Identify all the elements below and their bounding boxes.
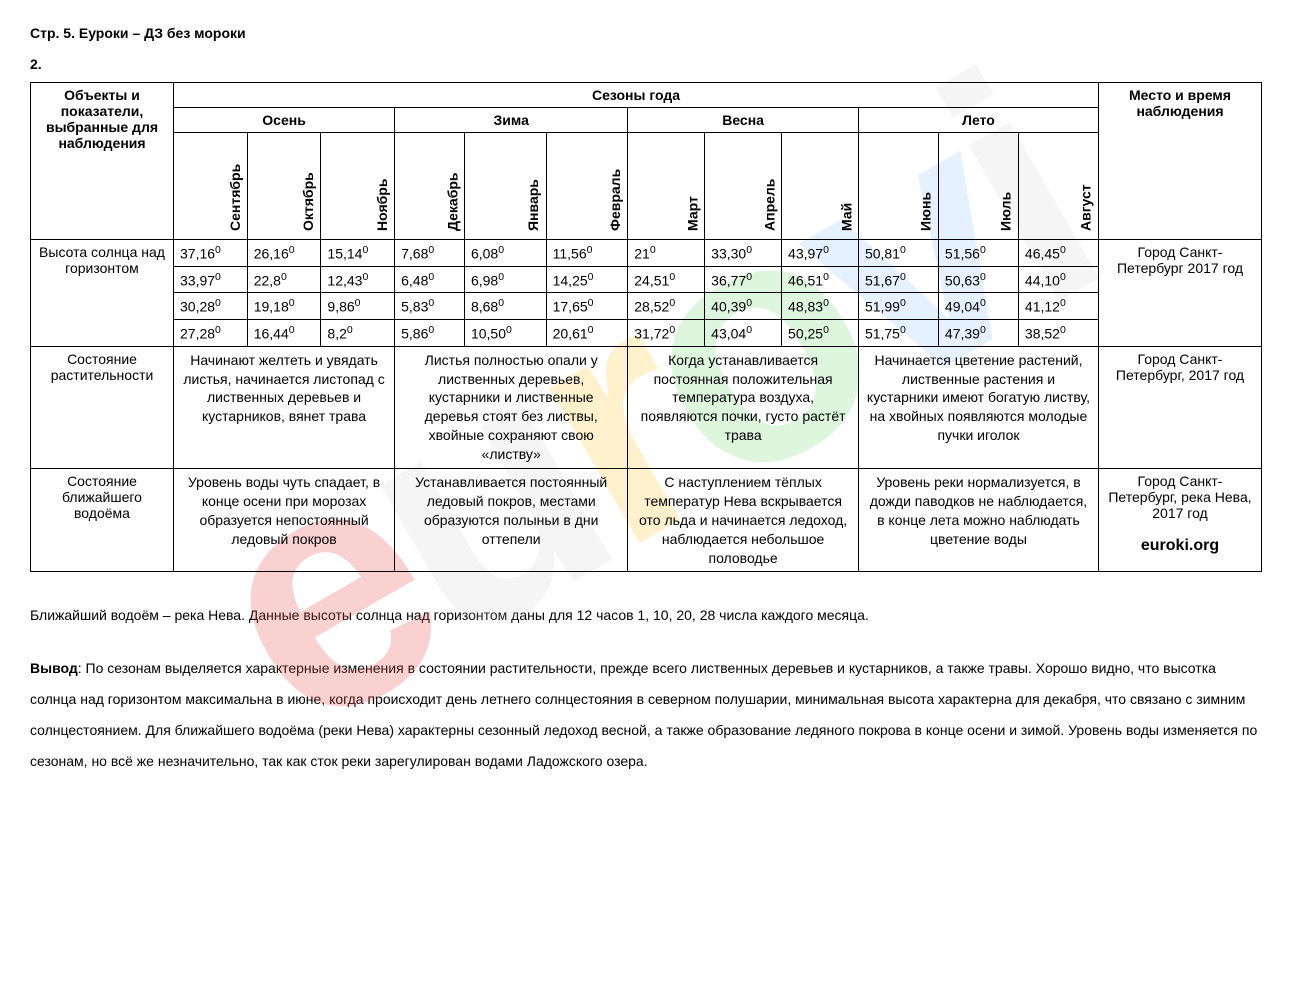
month-header: Январь: [464, 133, 546, 240]
month-header: Июнь: [858, 133, 938, 240]
sun-val: 15,140: [321, 240, 395, 267]
sun-val: 6,480: [395, 266, 465, 293]
sun-val: 50,250: [782, 319, 859, 346]
month-header: Май: [782, 133, 859, 240]
sun-val: 26,160: [247, 240, 321, 267]
sun-val: 43,040: [705, 319, 782, 346]
sun-val: 8,680: [464, 293, 546, 320]
veg-spring: Когда устанавливается постоянная положит…: [628, 346, 859, 468]
water-winter: Устанавливается постоянный ледовый покро…: [395, 468, 628, 571]
month-header: Август: [1018, 133, 1098, 240]
month-header: Апрель: [705, 133, 782, 240]
sun-val: 46,510: [782, 266, 859, 293]
sun-val: 5,860: [395, 319, 465, 346]
sun-val: 43,970: [782, 240, 859, 267]
sun-val: 7,680: [395, 240, 465, 267]
season-autumn: Осень: [174, 108, 395, 133]
sun-val: 50,810: [858, 240, 938, 267]
sun-val: 210: [628, 240, 705, 267]
water-autumn: Уровень воды чуть спадает, в конце осени…: [174, 468, 395, 571]
sun-val: 10,500: [464, 319, 546, 346]
sun-val: 6,080: [464, 240, 546, 267]
sun-val: 47,390: [938, 319, 1018, 346]
question-number: 2.: [30, 56, 1262, 72]
sun-val: 37,160: [174, 240, 248, 267]
water-spring: С наступлением тёплых температур Нева вс…: [628, 468, 859, 571]
season-spring: Весна: [628, 108, 859, 133]
sun-val: 22,80: [247, 266, 321, 293]
row-sun-label: Высота солнца над горизонтом: [31, 240, 174, 347]
veg-autumn: Начинают желтеть и увядать листья, начин…: [174, 346, 395, 468]
month-header: Март: [628, 133, 705, 240]
month-header: Июль: [938, 133, 1018, 240]
month-header: Ноябрь: [321, 133, 395, 240]
sun-val: 19,180: [247, 293, 321, 320]
sun-val: 28,520: [628, 293, 705, 320]
sun-val: 36,770: [705, 266, 782, 293]
month-header: Февраль: [546, 133, 628, 240]
veg-summer: Начинается цветение растений, лиственные…: [858, 346, 1098, 468]
sun-val: 30,280: [174, 293, 248, 320]
sun-val: 8,20: [321, 319, 395, 346]
sun-val: 46,450: [1018, 240, 1098, 267]
sun-val: 33,300: [705, 240, 782, 267]
row-veg-label: Состояние растительности: [31, 346, 174, 468]
sun-val: 41,120: [1018, 293, 1098, 320]
sun-val: 33,970: [174, 266, 248, 293]
water-summer: Уровень реки нормализуется, в дожди паво…: [858, 468, 1098, 571]
month-header: Сентябрь: [174, 133, 248, 240]
sun-val: 24,510: [628, 266, 705, 293]
sun-val: 48,830: [782, 293, 859, 320]
col-objects: Объекты и показатели, выбранные для набл…: [31, 83, 174, 240]
sun-val: 44,100: [1018, 266, 1098, 293]
col-place: Место и время наблюдения: [1099, 83, 1262, 240]
sun-val: 14,250: [546, 266, 628, 293]
conclusion: Вывод: По сезонам выделяется характерные…: [30, 653, 1262, 776]
sun-val: 38,520: [1018, 319, 1098, 346]
sun-val: 11,560: [546, 240, 628, 267]
veg-place: Город Санкт-Петербург, 2017 год: [1099, 346, 1262, 468]
observation-table: Объекты и показатели, выбранные для набл…: [30, 82, 1262, 572]
month-header: Декабрь: [395, 133, 465, 240]
sun-val: 27,280: [174, 319, 248, 346]
sun-val: 51,560: [938, 240, 1018, 267]
brand-link: euroki.org: [1141, 537, 1219, 554]
season-winter: Зима: [395, 108, 628, 133]
note-text: Ближайший водоём – река Нева. Данные выс…: [30, 600, 1262, 631]
sun-val: 5,830: [395, 293, 465, 320]
water-place: Город Санкт-Петербург, река Нева, 2017 г…: [1099, 468, 1262, 571]
sun-val: 51,750: [858, 319, 938, 346]
sun-val: 17,650: [546, 293, 628, 320]
page-header: Стр. 5. Еуроки – ДЗ без мороки: [30, 25, 1262, 41]
sun-val: 40,390: [705, 293, 782, 320]
sun-val: 51,990: [858, 293, 938, 320]
col-seasons: Сезоны года: [174, 83, 1099, 108]
sun-val: 51,670: [858, 266, 938, 293]
month-header: Октябрь: [247, 133, 321, 240]
sun-val: 6,980: [464, 266, 546, 293]
sun-val: 49,040: [938, 293, 1018, 320]
sun-val: 20,610: [546, 319, 628, 346]
sun-place: Город Санкт-Петербург 2017 год: [1099, 240, 1262, 347]
sun-val: 12,430: [321, 266, 395, 293]
veg-winter: Листья полностью опали у лиственных дере…: [395, 346, 628, 468]
sun-val: 31,720: [628, 319, 705, 346]
sun-val: 50,630: [938, 266, 1018, 293]
season-summer: Лето: [858, 108, 1098, 133]
row-water-label: Состояние ближайшего водоёма: [31, 468, 174, 571]
sun-val: 9,860: [321, 293, 395, 320]
sun-val: 16,440: [247, 319, 321, 346]
